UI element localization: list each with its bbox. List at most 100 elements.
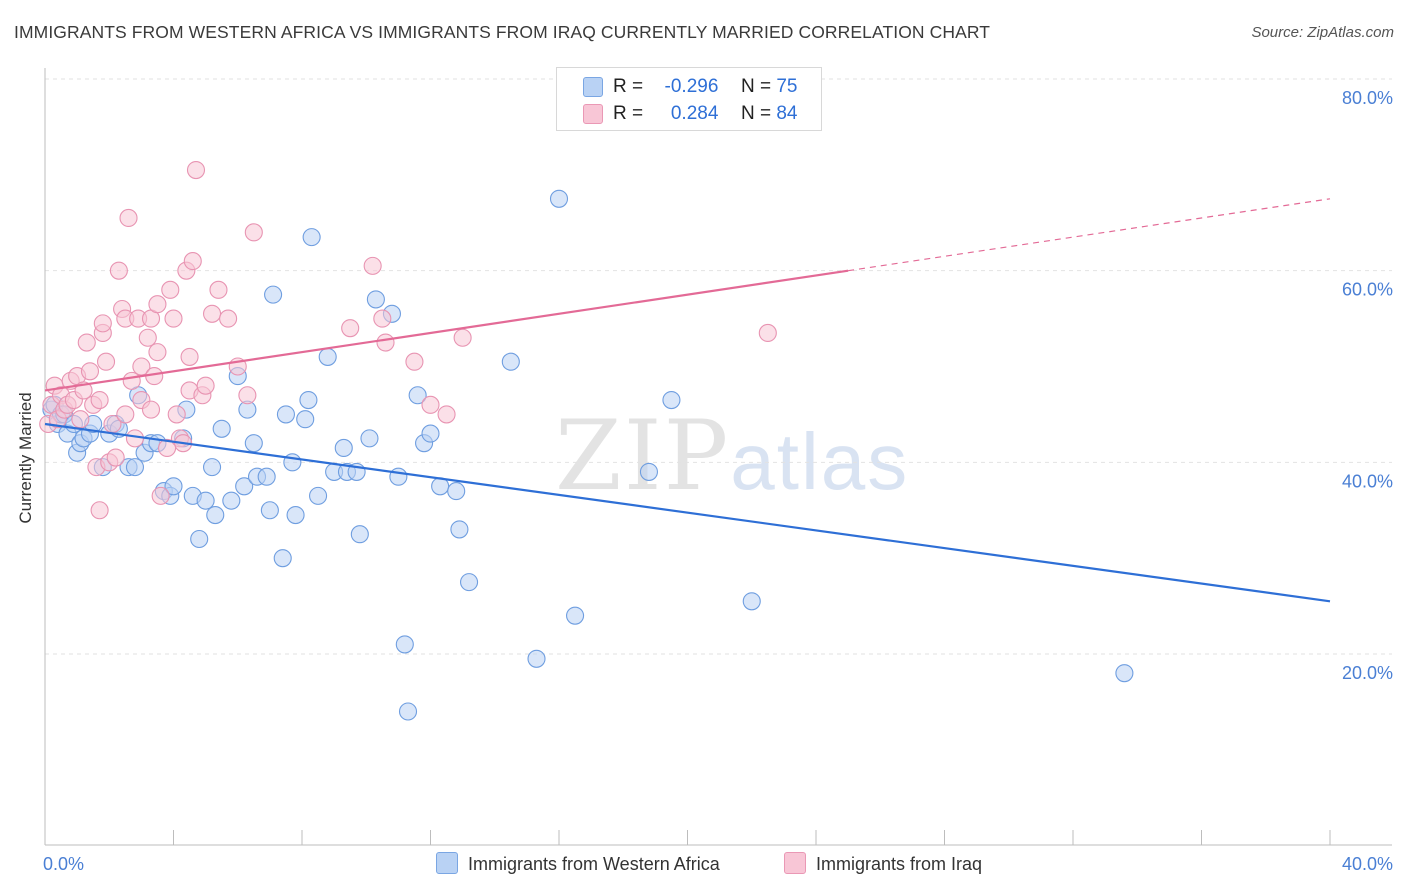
data-point-western-africa (196, 491, 215, 510)
data-point-western-africa (276, 405, 295, 424)
data-point-western-africa (501, 352, 520, 371)
data-point-western-africa (389, 467, 408, 486)
data-point-western-africa (190, 529, 209, 549)
data-point-western-africa (260, 501, 279, 520)
data-point-western-africa (408, 386, 427, 405)
data-point-western-africa (360, 429, 379, 448)
x-tick-label: 0.0% (43, 854, 84, 874)
data-point-iraq (758, 323, 777, 343)
data-point-western-africa (447, 482, 466, 501)
data-point-iraq (183, 252, 202, 271)
legend-swatch-pink (583, 104, 603, 124)
data-point-iraq (96, 352, 116, 371)
data-point-iraq (119, 208, 138, 228)
data-point-iraq (109, 261, 128, 280)
data-point-western-africa (395, 635, 414, 654)
legend-swatch-pink (784, 852, 806, 874)
chart-title: IMMIGRANTS FROM WESTERN AFRICA VS IMMIGR… (14, 22, 991, 42)
x-tick-label: 40.0% (1342, 854, 1393, 874)
data-point-iraq (80, 362, 100, 381)
data-point-iraq (106, 448, 125, 467)
legend-n-value: 75 (776, 76, 798, 97)
data-point-western-africa (302, 228, 321, 247)
data-point-iraq (341, 319, 360, 338)
data-point-iraq (93, 314, 112, 333)
data-point-iraq (203, 304, 222, 323)
data-point-western-africa (639, 462, 659, 481)
legend-swatch-blue (436, 852, 458, 874)
data-point-western-africa (662, 390, 681, 410)
trend-line-iraq (44, 269, 849, 392)
data-point-western-africa (235, 477, 254, 496)
data-point-iraq (405, 352, 424, 371)
data-point-iraq (77, 333, 96, 352)
data-point-western-africa (366, 290, 385, 309)
data-point-iraq (138, 328, 157, 347)
data-point-iraq (186, 160, 206, 180)
data-point-western-africa (398, 702, 418, 721)
data-point-iraq (164, 309, 183, 328)
legend-item-western-africa: Immigrants from Western Africa (436, 852, 720, 875)
data-point-western-africa (286, 505, 305, 525)
data-point-western-africa (350, 525, 369, 544)
legend-r-label: R = (613, 76, 644, 97)
watermark-atlas: atlas (730, 417, 910, 506)
watermark-zip: ZIP (555, 400, 731, 512)
data-point-iraq (161, 280, 180, 299)
legend-label: Immigrants from Western Africa (468, 854, 720, 874)
data-point-western-africa (309, 486, 328, 505)
data-point-iraq (90, 501, 109, 520)
data-point-western-africa (206, 505, 225, 525)
data-point-iraq (122, 371, 141, 390)
data-point-western-africa (212, 419, 231, 438)
data-point-iraq (373, 309, 392, 328)
data-point-western-africa (164, 477, 183, 496)
data-point-iraq (196, 376, 215, 395)
data-point-iraq (71, 410, 90, 429)
legend-r-label: R = (613, 103, 644, 124)
data-point-iraq (363, 256, 382, 275)
data-point-western-africa (318, 347, 337, 366)
data-point-iraq (437, 405, 456, 424)
y-tick-label: 60.0% (1342, 280, 1393, 300)
legend-item-iraq: Immigrants from Iraq (784, 852, 982, 875)
data-point-western-africa (264, 285, 283, 304)
data-point-western-africa (450, 520, 469, 539)
data-point-western-africa (273, 549, 292, 568)
data-point-iraq (453, 328, 472, 347)
data-point-iraq (421, 395, 440, 414)
trend-line-iraq-extension (848, 198, 1331, 272)
data-point-iraq (219, 309, 238, 328)
legend-label: Immigrants from Iraq (816, 854, 983, 874)
data-point-iraq (90, 390, 109, 410)
data-point-iraq (141, 400, 161, 419)
data-point-iraq (238, 386, 257, 405)
data-point-western-africa (203, 458, 222, 477)
data-point-western-africa (334, 438, 353, 458)
legend-r-value: 0.284 (670, 103, 719, 124)
y-tick-label: 20.0% (1342, 663, 1393, 683)
data-point-western-africa (549, 189, 569, 208)
y-tick-label: 40.0% (1342, 471, 1393, 491)
data-point-western-africa (299, 390, 318, 410)
data-point-iraq (125, 429, 144, 448)
data-point-western-africa (459, 573, 479, 592)
trend-line-western-africa (44, 422, 1331, 603)
data-point-iraq (180, 347, 199, 366)
data-point-western-africa (257, 467, 276, 486)
data-point-western-africa (527, 649, 546, 668)
data-point-western-africa (421, 424, 440, 443)
y-tick-label: 80.0% (1342, 88, 1393, 108)
source-label: Source: ZipAtlas.com (1251, 24, 1394, 41)
data-point-western-africa (296, 410, 315, 429)
data-point-western-africa (1115, 664, 1134, 683)
legend-n-label: N = (740, 76, 772, 97)
correlation-legend: R = -0.296 N = 75 R = 0.284 N = 84 (556, 67, 822, 131)
data-point-western-africa (222, 491, 241, 510)
data-point-western-africa (125, 458, 144, 477)
data-point-western-africa (742, 592, 761, 611)
watermark: ZIPatlas (555, 400, 909, 512)
data-point-iraq (151, 486, 170, 505)
data-point-iraq (244, 223, 263, 242)
